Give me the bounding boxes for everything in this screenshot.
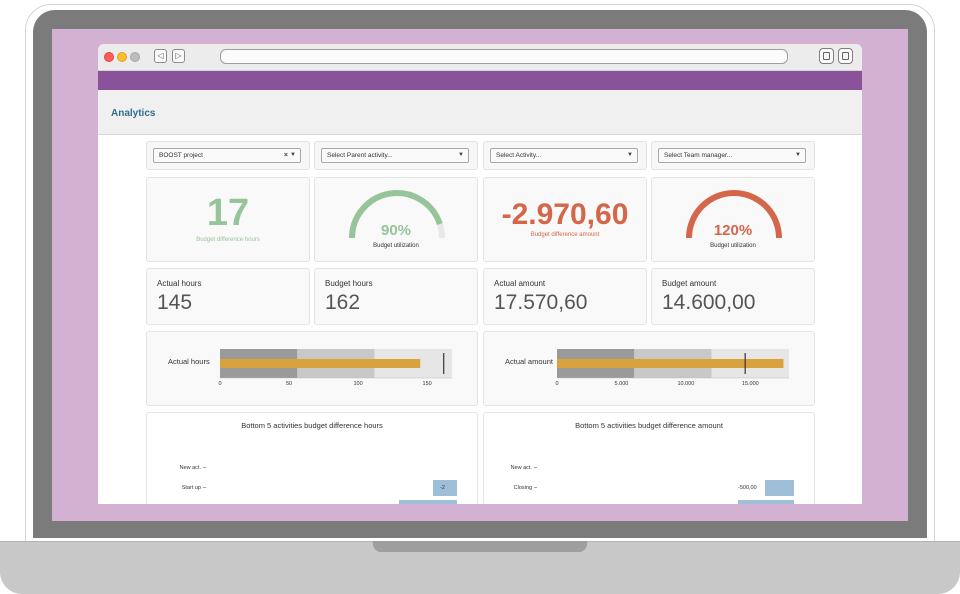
close-window-button[interactable] bbox=[104, 52, 114, 62]
kpi-amount-difference-label: Budget difference amount bbox=[530, 232, 600, 238]
kpi-amount-difference-card: -2.970,60 Budget difference amount bbox=[483, 177, 647, 262]
bullet-tick-label: 10.000 bbox=[677, 381, 695, 387]
bullet-actual-bar bbox=[220, 359, 421, 368]
tick-mark: – bbox=[534, 465, 538, 471]
amount-bullet-chart bbox=[557, 349, 789, 379]
hours-bullet-title: Actual hours bbox=[168, 357, 210, 366]
bottom-hours-bar bbox=[433, 480, 457, 496]
filter-team-manager: Select Team manager... ▼ bbox=[651, 141, 815, 170]
bullet-tick-label: 15.000 bbox=[741, 381, 759, 387]
kpi-amount-difference-value: -2.970,60 bbox=[501, 198, 629, 231]
chevron-down-icon[interactable]: ▼ bbox=[458, 152, 464, 158]
bottom-hours-bar bbox=[399, 500, 457, 504]
bottom-hours-card: Bottom 5 activities budget difference ho… bbox=[146, 412, 478, 504]
filter-parent-activity: Select Parent activity... ▼ bbox=[314, 141, 478, 170]
bottom-hours-bar-label: -2 bbox=[440, 485, 445, 491]
back-icon[interactable]: ◁ bbox=[154, 49, 167, 63]
actual-hours-value: 145 bbox=[157, 291, 193, 314]
chevron-down-icon[interactable]: ▼ bbox=[290, 152, 296, 158]
kpi-amount-utilization-label: Budget utilization bbox=[710, 243, 756, 249]
project-select-value: BOOST project bbox=[159, 152, 203, 159]
actual-amount-value: 17.570,60 bbox=[494, 291, 588, 314]
tabs-icon[interactable] bbox=[819, 48, 834, 64]
app-header-bar bbox=[98, 71, 862, 90]
kpi-hours-utilization-label: Budget utilization bbox=[373, 243, 419, 249]
kpi-amount-utilization-card: 120% Budget utilization bbox=[651, 177, 815, 262]
budget-amount-label: Budget amount bbox=[662, 279, 717, 288]
bottom-hours-title: Bottom 5 activities budget difference ho… bbox=[241, 421, 383, 430]
bottom-amount-row-label: Closing bbox=[513, 485, 532, 491]
parent-activity-select[interactable]: Select Parent activity... ▼ bbox=[321, 148, 469, 163]
page-title: Analytics bbox=[111, 108, 156, 119]
bottom-amount-bar bbox=[765, 480, 794, 496]
chevron-down-icon[interactable]: ▼ bbox=[795, 152, 801, 158]
kpi-hours-difference-card: 17 Budget difference hours bbox=[146, 177, 310, 262]
kpi-hours-utilization-value: 90% bbox=[380, 222, 412, 239]
budget-hours-card: Budget hours 162 bbox=[314, 268, 478, 325]
actual-amount-card: Actual amount 17.570,60 bbox=[483, 268, 647, 325]
bullet-tick-label: 50 bbox=[285, 381, 293, 387]
laptop-notch bbox=[373, 541, 587, 552]
budget-amount-card: Budget amount 14.600,00 bbox=[651, 268, 815, 325]
bottom-amount-row-label: New act. bbox=[510, 465, 532, 471]
browser-toolbar: ◁ ▷ bbox=[98, 44, 862, 71]
kpi-amount-utilization-value: 120% bbox=[713, 222, 753, 239]
team-manager-select-value: Select Team manager... bbox=[664, 152, 733, 159]
activity-select-value: Select Activity... bbox=[496, 152, 542, 159]
kpi-hours-difference-value: 17 bbox=[206, 192, 250, 234]
bullet-tick-label: 0 bbox=[218, 381, 222, 387]
tick-mark: – bbox=[203, 485, 207, 491]
team-manager-select[interactable]: Select Team manager... ▼ bbox=[658, 148, 806, 163]
chevron-down-icon[interactable]: ▼ bbox=[627, 152, 633, 158]
bullet-tick-label: 5.000 bbox=[614, 381, 629, 387]
page-header: Analytics bbox=[98, 90, 862, 135]
amount-utilization-gauge bbox=[686, 190, 782, 239]
bottom-amount-bar bbox=[738, 500, 794, 504]
gauge-fill bbox=[686, 190, 782, 239]
url-bar[interactable] bbox=[220, 49, 788, 64]
forward-icon[interactable]: ▷ bbox=[172, 49, 185, 63]
amount-bullet-title: Actual amount bbox=[505, 357, 553, 366]
bottom-amount-card: Bottom 5 activities budget difference am… bbox=[483, 412, 815, 504]
share-icon[interactable] bbox=[838, 48, 853, 64]
minimize-window-button[interactable] bbox=[117, 52, 127, 62]
filter-project: BOOST project × ▼ bbox=[146, 141, 310, 170]
project-select[interactable]: BOOST project × ▼ bbox=[153, 148, 301, 163]
gauge-fill bbox=[349, 190, 443, 239]
activity-select[interactable]: Select Activity... ▼ bbox=[490, 148, 638, 163]
bullet-tick-label: 150 bbox=[422, 381, 432, 387]
bullet-actual-bar bbox=[557, 359, 784, 368]
hours-bullet-chart bbox=[220, 349, 452, 379]
tick-mark: – bbox=[534, 485, 538, 491]
bullet-tick-label: 100 bbox=[353, 381, 363, 387]
clear-icon[interactable]: × bbox=[283, 152, 288, 159]
bottom-amount-bar-label: -500,00 bbox=[738, 485, 757, 491]
hours-bullet-card: Actual hours 0 50 100 150 bbox=[146, 331, 478, 406]
kpi-hours-difference-label: Budget difference hours bbox=[196, 237, 260, 243]
budget-hours-label: Budget hours bbox=[325, 279, 373, 288]
budget-hours-value: 162 bbox=[325, 291, 361, 314]
bottom-amount-title: Bottom 5 activities budget difference am… bbox=[575, 421, 723, 430]
actual-hours-card: Actual hours 145 bbox=[146, 268, 310, 325]
bottom-hours-row-label: Start up bbox=[181, 485, 201, 491]
tick-mark: – bbox=[203, 465, 207, 471]
bullet-tick-label: 0 bbox=[555, 381, 559, 387]
kpi-hours-utilization-card: 90% Budget utilization bbox=[314, 177, 478, 262]
zoom-window-button[interactable] bbox=[130, 52, 140, 62]
actual-hours-label: Actual hours bbox=[157, 279, 202, 288]
amount-bullet-card: Actual amount 0 5.000 10.000 15.000 bbox=[483, 331, 815, 406]
browser-window: ◁ ▷ Analytics BOOST project × ▼ Select P… bbox=[98, 44, 862, 504]
filter-activity: Select Activity... ▼ bbox=[483, 141, 647, 170]
budget-amount-value: 14.600,00 bbox=[662, 291, 756, 314]
parent-activity-select-value: Select Parent activity... bbox=[327, 152, 393, 159]
actual-amount-label: Actual amount bbox=[494, 279, 546, 288]
hours-utilization-gauge bbox=[349, 190, 445, 239]
bottom-hours-row-label: New act. bbox=[179, 465, 201, 471]
